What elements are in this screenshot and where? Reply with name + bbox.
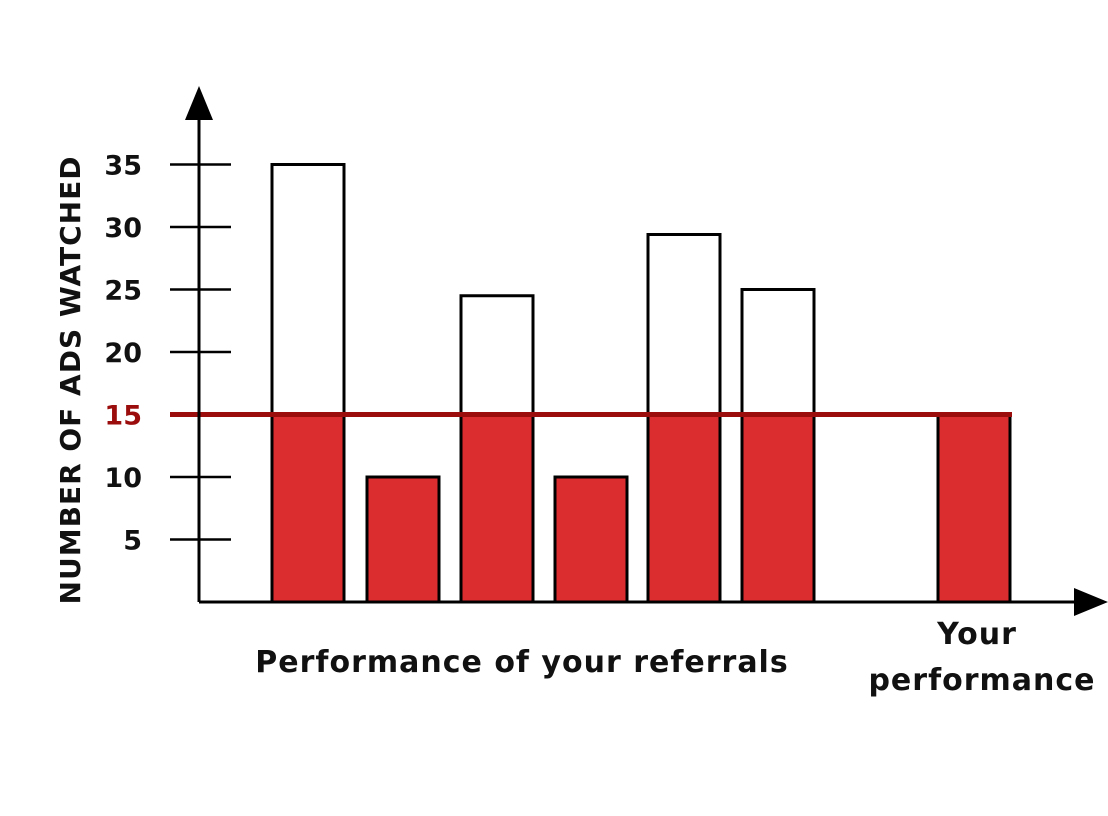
bar-4-below-threshold xyxy=(555,477,627,602)
your-performance-label-line2: performance xyxy=(868,663,1095,698)
bar-5-below-threshold xyxy=(648,414,720,602)
bar-3-below-threshold xyxy=(461,414,533,602)
y-tick-label-10: 10 xyxy=(104,463,142,494)
y-tick-label-25: 25 xyxy=(104,276,142,307)
bar-1 xyxy=(270,163,346,604)
bar-6 xyxy=(740,288,816,604)
bar-3 xyxy=(459,294,535,604)
bar-4 xyxy=(553,475,629,604)
y-axis-title: NUMBER OF ADS WATCHED xyxy=(54,156,87,605)
y-tick-label-5: 5 xyxy=(123,526,142,557)
bars-layer xyxy=(270,163,1012,604)
referrals-group-label: Performance of your referrals xyxy=(255,645,788,680)
bar-6-below-threshold xyxy=(742,414,814,602)
bar-7-below-threshold xyxy=(938,414,1010,602)
y-tick-label-35: 35 xyxy=(104,151,142,182)
bar-1-below-threshold xyxy=(272,414,344,602)
bar-7 xyxy=(936,413,1012,604)
y-tick-label-15: 15 xyxy=(104,401,142,432)
y-tick-label-20: 20 xyxy=(104,338,142,369)
your-performance-label-line1: Your xyxy=(936,617,1017,652)
y-tick-label-30: 30 xyxy=(104,213,142,244)
axes-layer xyxy=(185,86,1108,616)
ticks-layer: 5 10 15 20 25 30 35 xyxy=(104,151,231,557)
bar-5 xyxy=(646,233,722,604)
y-axis-arrow-icon xyxy=(185,86,213,120)
bar-2 xyxy=(365,475,441,604)
bar-2-below-threshold xyxy=(367,477,439,602)
x-axis-arrow-icon xyxy=(1074,588,1108,616)
